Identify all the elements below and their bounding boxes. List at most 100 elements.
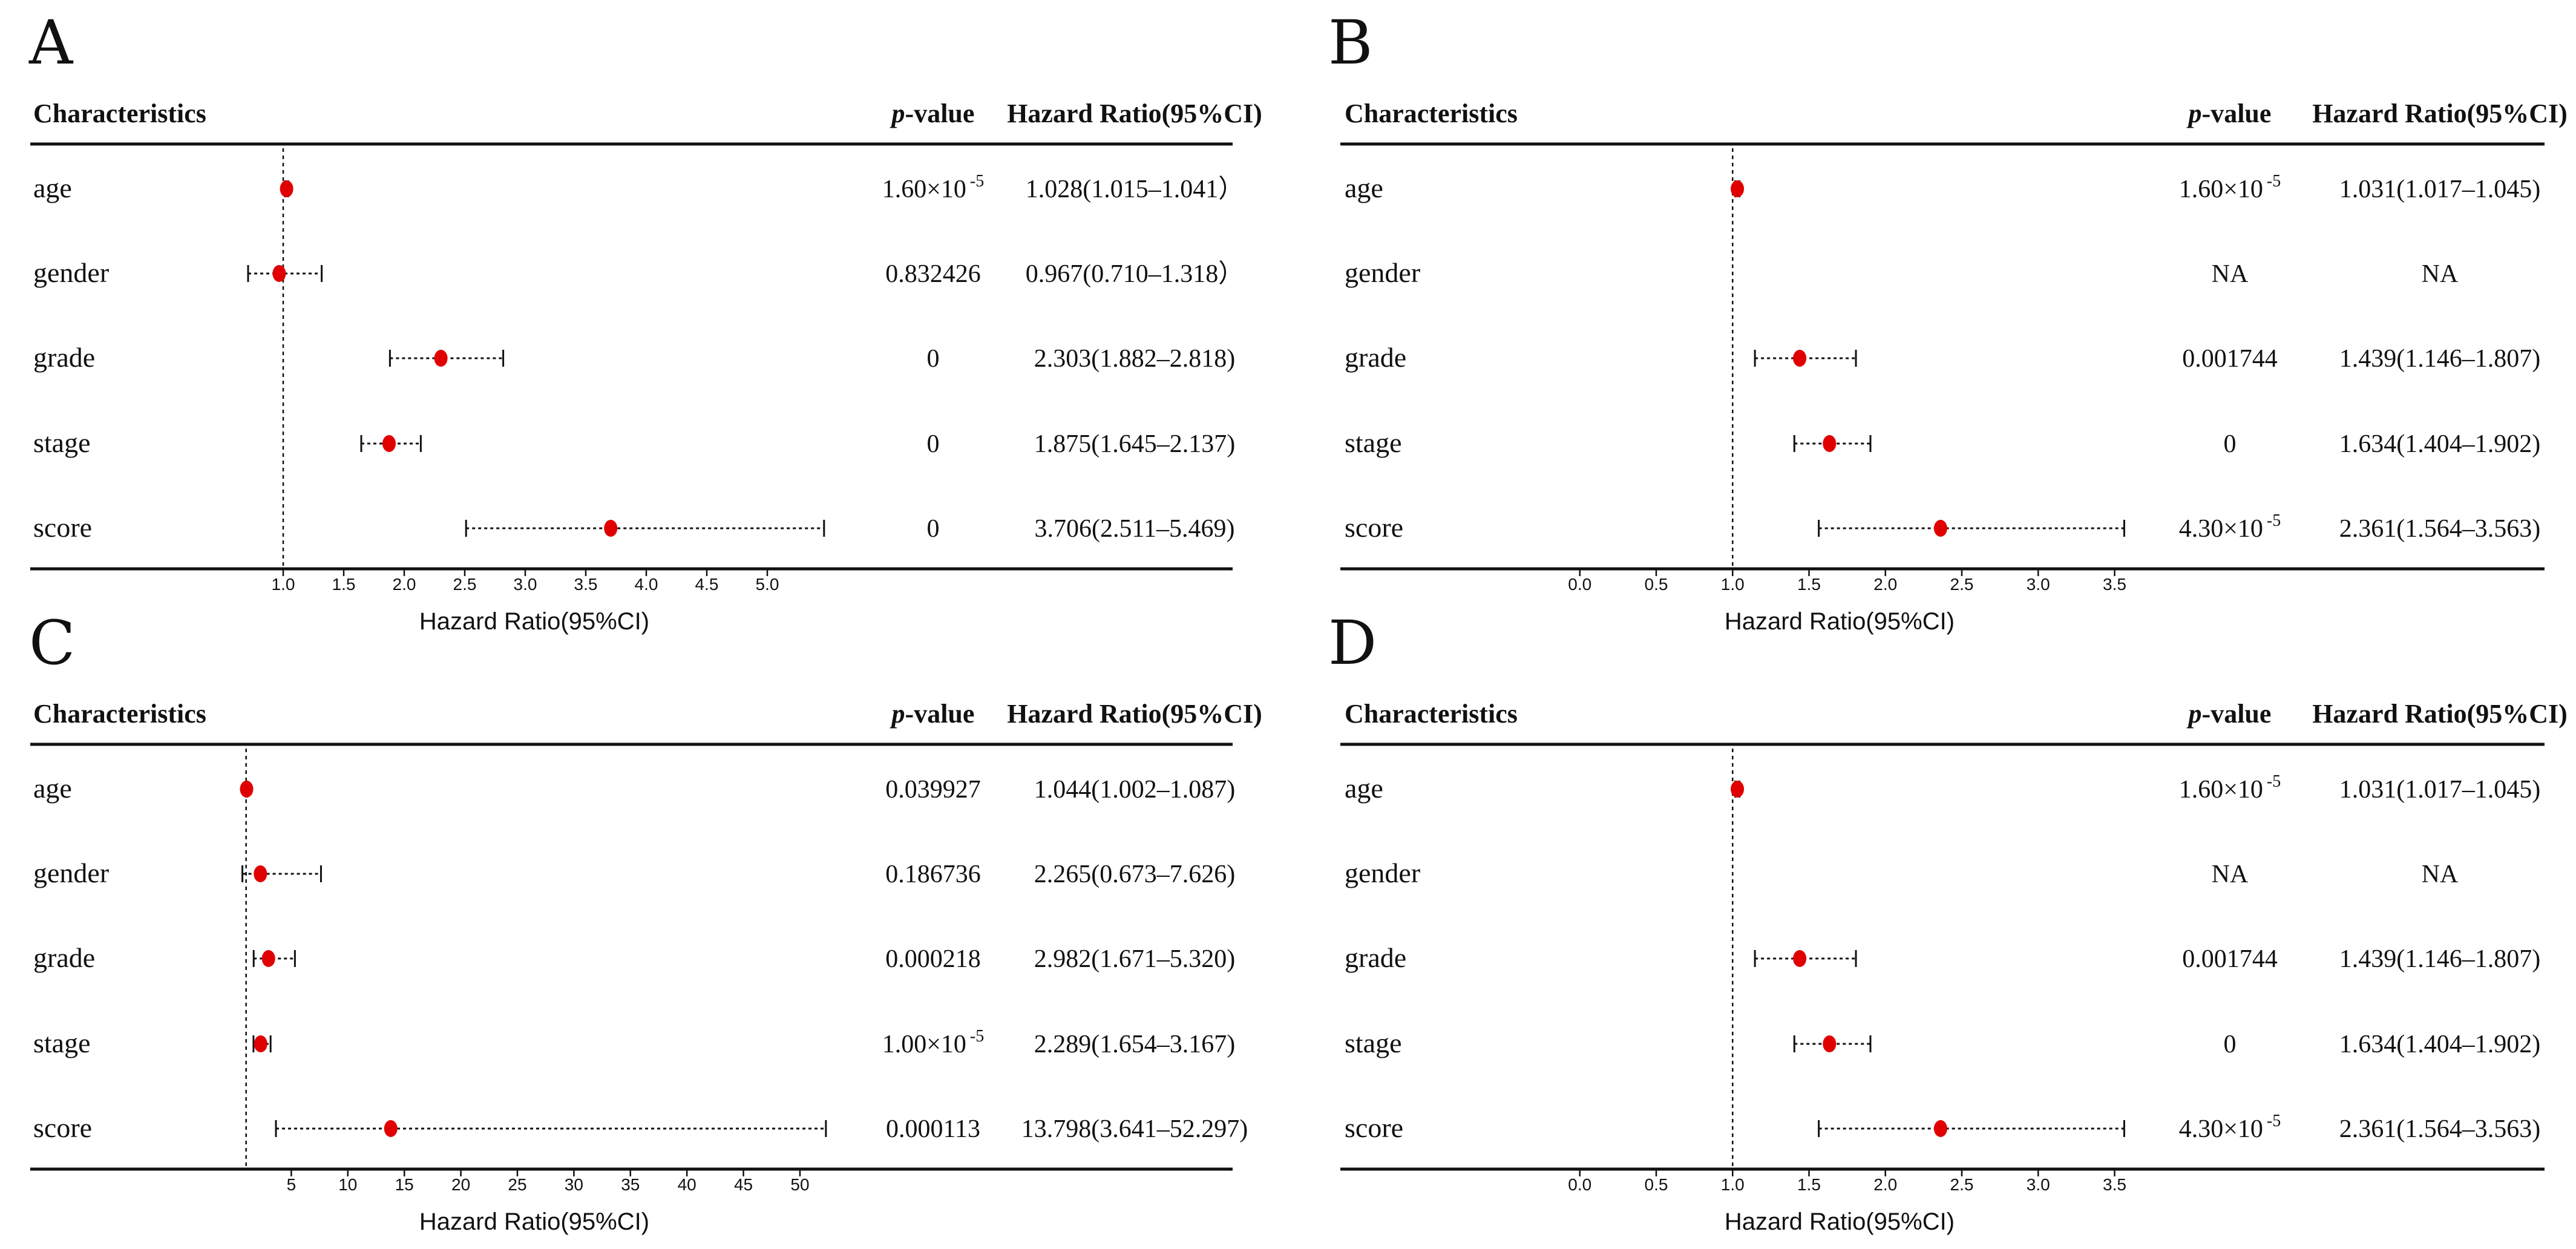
x-tick-label: 4.0 <box>635 575 658 594</box>
row-label: stage <box>1345 427 1402 458</box>
row-label: gender <box>33 257 109 288</box>
row-age: age 1.60×10 -5 1.031(1.017–1.045) <box>1345 172 2540 203</box>
hazard-ratio-point <box>240 781 254 798</box>
p-value: 0 <box>927 430 940 458</box>
row-age: age 1.60×10 -5 1.028(1.015–1.041） <box>33 172 1244 203</box>
row-label: gender <box>33 857 109 888</box>
row-label: stage <box>1345 1028 1402 1058</box>
hazard-ratio-value: 2.265(0.673–7.626) <box>1034 861 1235 888</box>
p-value: 1.60×10 -5 <box>882 172 985 203</box>
row-age: age 1.60×10 -5 1.031(1.017–1.045) <box>1345 772 2540 804</box>
x-tick-label: 1.5 <box>1797 1175 1821 1194</box>
header-hazard-ratio: Hazard Ratio(95%CI) <box>1007 699 1262 729</box>
p-value: 0.000113 <box>886 1115 980 1143</box>
row-grade: grade 0 2.303(1.882–2.818) <box>33 342 1235 373</box>
p-value: 0.186736 <box>885 861 981 888</box>
x-tick-label: 3.0 <box>2027 1175 2050 1194</box>
hazard-ratio-value: 2.982(1.671–5.320) <box>1034 945 1235 973</box>
x-tick-label: 0.5 <box>1645 1175 1668 1194</box>
panel-letter: C <box>29 608 76 678</box>
hazard-ratio-value: 1.028(1.015–1.041） <box>1026 175 1244 203</box>
x-tick-label: 10 <box>338 1175 357 1194</box>
row-grade: grade 0.000218 2.982(1.671–5.320) <box>33 942 1235 973</box>
p-value: 0 <box>927 515 940 543</box>
x-tick-label: 2.0 <box>393 575 416 594</box>
x-tick-label: 3.5 <box>574 575 598 594</box>
row-gender: gender 0.832426 0.967(0.710–1.318） <box>33 257 1244 288</box>
hazard-ratio-point <box>1823 435 1837 452</box>
x-tick-label: 5 <box>287 1175 297 1194</box>
hazard-ratio-point <box>280 180 293 197</box>
p-value: 0.039927 <box>885 776 981 804</box>
hazard-ratio-point <box>272 265 286 282</box>
row-label: age <box>33 773 72 804</box>
p-value: 0.000218 <box>885 945 981 973</box>
row-grade: grade 0.001744 1.439(1.146–1.807) <box>1345 942 2540 973</box>
hazard-ratio-point <box>1793 350 1807 367</box>
hazard-ratio-point <box>382 435 396 452</box>
row-score: score 4.30×10 -5 2.361(1.564–3.563) <box>1345 511 2540 543</box>
x-tick-label: 1.0 <box>1721 1175 1745 1194</box>
header-p-value: p-value <box>2186 699 2272 729</box>
x-tick-label: 3.5 <box>2103 575 2126 594</box>
panel-letter: A <box>28 7 74 78</box>
row-label: age <box>33 172 72 203</box>
x-axis-title: Hazard Ratio(95%CI) <box>419 608 649 635</box>
row-gender: gender 0.186736 2.265(0.673–7.626) <box>33 857 1235 888</box>
hazard-ratio-value: 1.634(1.404–1.902) <box>2339 430 2540 458</box>
header-characteristics: Characteristics <box>1345 99 1518 128</box>
row-score: score 0 3.706(2.511–5.469) <box>33 512 1234 543</box>
x-tick-label: 0.0 <box>1568 575 1591 594</box>
hazard-ratio-value: 2.303(1.882–2.818) <box>1034 345 1235 373</box>
panel-c: C Characteristics p-value Hazard Ratio(95%C… <box>29 608 1262 1235</box>
hazard-ratio-value: 1.044(1.002–1.087) <box>1034 776 1235 804</box>
row-label: score <box>1345 1112 1403 1143</box>
row-score: score 4.30×10 -5 2.361(1.564–3.563) <box>1345 1112 2540 1143</box>
p-value: NA <box>2212 861 2249 888</box>
x-tick-label: 2.5 <box>1950 575 1974 594</box>
p-value: 0.832426 <box>885 260 981 288</box>
row-score: score 0.000113 13.798(3.641–52.297) <box>33 1112 1248 1143</box>
row-stage: stage 0 1.634(1.404–1.902) <box>1345 427 2540 458</box>
hazard-ratio-value: 1.031(1.017–1.045) <box>2339 175 2540 203</box>
hazard-ratio-point <box>604 520 618 537</box>
x-axis-title: Hazard Ratio(95%CI) <box>1725 1208 1955 1235</box>
x-tick-label: 2.0 <box>1873 1175 1897 1194</box>
header-p-value: p-value <box>2186 99 2272 128</box>
row-label: score <box>1345 512 1403 543</box>
panel-letter: D <box>1328 608 1377 678</box>
row-label: score <box>33 512 92 543</box>
p-value: 0.001744 <box>2182 945 2278 973</box>
hazard-ratio-point <box>1793 950 1807 967</box>
x-tick-label: 20 <box>451 1175 470 1194</box>
hazard-ratio-point <box>1933 1120 1947 1137</box>
hazard-ratio-point <box>434 350 448 367</box>
panel-letter: B <box>1328 7 1373 78</box>
x-tick-label: 25 <box>508 1175 526 1194</box>
x-tick-label: 0.5 <box>1645 575 1668 594</box>
hazard-ratio-value: 1.875(1.645–2.137) <box>1034 430 1235 458</box>
row-label: score <box>33 1112 92 1143</box>
p-value: 4.30×10 -5 <box>2179 1112 2281 1143</box>
hazard-ratio-value: 0.967(0.710–1.318） <box>1026 260 1244 288</box>
x-tick-label: 5.0 <box>756 575 779 594</box>
hazard-ratio-point <box>1933 520 1947 537</box>
p-value: 1.60×10 -5 <box>2179 772 2281 804</box>
row-stage: stage 0 1.875(1.645–2.137) <box>33 427 1235 458</box>
x-tick-label: 2.5 <box>1950 1175 1974 1194</box>
x-tick-label: 50 <box>790 1175 809 1194</box>
header-hazard-ratio: Hazard Ratio(95%CI) <box>2312 699 2568 729</box>
x-axis-title: Hazard Ratio(95%CI) <box>1725 608 1955 635</box>
header-hazard-ratio: Hazard Ratio(95%CI) <box>1007 99 1262 128</box>
hazard-ratio-point <box>261 950 275 967</box>
x-tick-label: 1.5 <box>1797 575 1821 594</box>
p-value: 0.001744 <box>2182 345 2278 373</box>
row-label: age <box>1345 773 1383 804</box>
header-p-value: p-value <box>890 99 975 128</box>
x-tick-label: 3.5 <box>2103 1175 2126 1194</box>
row-label: grade <box>1345 942 1406 973</box>
hazard-ratio-value: 1.439(1.146–1.807) <box>2339 945 2540 973</box>
hazard-ratio-value: 2.289(1.654–3.167) <box>1034 1031 1235 1058</box>
hazard-ratio-value: 1.439(1.146–1.807) <box>2339 345 2540 373</box>
row-label: grade <box>33 342 95 373</box>
